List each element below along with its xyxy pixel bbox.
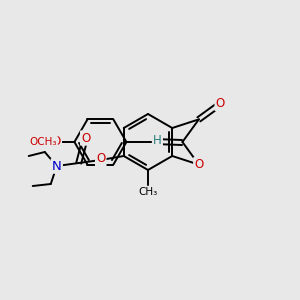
Text: N: N bbox=[52, 160, 62, 172]
Text: O: O bbox=[194, 158, 203, 171]
Text: H: H bbox=[153, 134, 162, 148]
Text: OCH₃: OCH₃ bbox=[29, 137, 57, 147]
Text: CH₃: CH₃ bbox=[138, 187, 158, 197]
Text: O: O bbox=[81, 131, 90, 145]
Text: O: O bbox=[96, 152, 105, 166]
Text: O: O bbox=[216, 97, 225, 110]
Text: O: O bbox=[52, 136, 61, 148]
